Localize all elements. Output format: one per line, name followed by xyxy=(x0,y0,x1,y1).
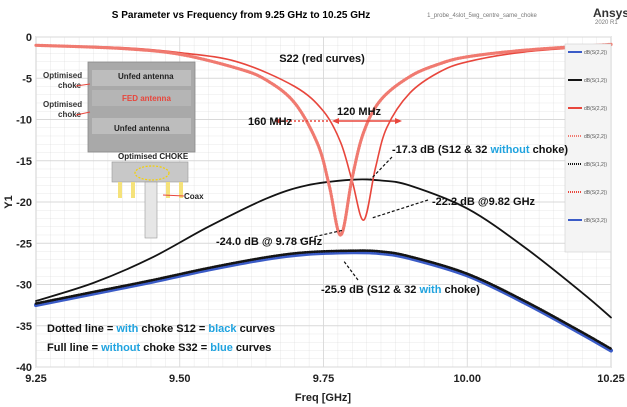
note-1-d: black xyxy=(208,323,237,335)
legend-label: dB(S(2,2)) xyxy=(584,106,607,112)
annotation-25-9-arrow xyxy=(342,259,359,281)
note-1-c: choke S12 = xyxy=(138,323,208,335)
note-2-e: curves xyxy=(233,342,272,354)
inset-side-optimised-2: Optimised xyxy=(43,100,82,109)
inset-arrow-1 xyxy=(75,83,91,87)
inset-coax-arrow xyxy=(162,194,185,197)
x-tick-label: 9.50 xyxy=(169,373,190,385)
y-tick-label: 0 xyxy=(26,32,32,44)
s12-with-choke-curve xyxy=(34,249,613,351)
bw-160-arrowhead xyxy=(274,118,281,124)
annotation-17-3-end: choke) xyxy=(530,144,569,156)
legend-label: dB(S(2,2)) xyxy=(584,134,607,140)
note-1-e: curves xyxy=(237,323,276,335)
x-tick-label: 10.25 xyxy=(597,373,625,385)
y-axis-label: Y1 xyxy=(3,195,15,208)
inset-coax xyxy=(144,181,158,239)
inset-arrow-2 xyxy=(75,111,91,116)
inset-slot-bottom xyxy=(92,118,191,134)
x-tick-label: 9.25 xyxy=(25,373,46,385)
annotation-22-2: -22.2 dB @9.82 GHz xyxy=(432,196,536,208)
inset-leg-1 xyxy=(118,182,122,198)
annotation-17-3-word: without xyxy=(489,144,529,156)
y-tick-label: -35 xyxy=(16,321,32,333)
note-1-b: with xyxy=(115,323,138,335)
note-line-1: Dotted line = with choke S12 = black cur… xyxy=(47,323,275,335)
brand-logo: Ansys xyxy=(593,6,627,20)
note-2-a: Full line = xyxy=(47,342,101,354)
y-tick-label: -5 xyxy=(22,73,32,85)
antenna-inset: Unfed antenna FED antenna Unfed antenna … xyxy=(43,61,204,239)
y-tick-label: -15 xyxy=(16,156,32,168)
legend-label: dB(S(2,2)) xyxy=(584,50,607,56)
chart-title: S Parameter vs Frequency from 9.25 GHz t… xyxy=(112,10,370,21)
note-1-a: Dotted line = xyxy=(47,323,116,335)
legend-label: dB(S(1,2)) xyxy=(584,78,607,84)
inset-choke-highlight xyxy=(134,165,170,181)
annotation-25-9-word: with xyxy=(418,284,441,296)
legend-label: dB(S(2,2)) xyxy=(584,190,607,196)
legend: dB(S(2,2)) dB(S(1,2)) dB(S(2,2)) dB(S(2,2))… xyxy=(564,43,612,253)
annotation-17-3-a: -17.3 dB (S12 & 32 xyxy=(392,144,490,156)
y-tick-labels: 0 -5 -10 -15 -20 -25 -30 -35 -40 xyxy=(16,32,32,374)
y-tick-label: -40 xyxy=(16,362,32,374)
inset-leg-2 xyxy=(131,182,135,198)
inset-choke-base xyxy=(111,161,189,183)
bw-160-label: 160 MHz xyxy=(248,116,293,128)
x-tick-label: 9.75 xyxy=(313,373,334,385)
bw-120-label: 120 MHz xyxy=(337,106,382,118)
s22-label: S22 (red curves) xyxy=(279,53,365,65)
y-tick-label: -10 xyxy=(16,115,32,127)
note-2-b: without xyxy=(100,342,140,354)
curves-layer xyxy=(34,42,613,353)
grid-lines xyxy=(35,36,612,368)
x-axis-label: Freq [GHz] xyxy=(295,392,352,404)
annotation-24-0-arrow xyxy=(299,229,345,241)
legend-label: dB(S(3,2)) xyxy=(584,218,607,224)
y-tick-label: -30 xyxy=(16,280,32,292)
annotation-25-9-a: -25.9 dB (S12 & 32 xyxy=(321,284,419,296)
y-tick-label: -25 xyxy=(16,238,32,250)
x-tick-labels: 9.25 9.50 9.75 10.00 10.25 xyxy=(25,373,624,385)
inset-label-choke: Optimised CHOKE xyxy=(118,152,189,161)
brand-sub: 2020 R1 xyxy=(595,20,618,26)
inset-label-fed: FED antenna xyxy=(122,94,171,103)
inset-slot-top xyxy=(92,70,191,86)
y-tick-label: -20 xyxy=(16,197,32,209)
s32-curve xyxy=(34,250,613,353)
annotation-25-9-end: choke) xyxy=(441,284,480,296)
inset-leg-3 xyxy=(166,182,170,198)
annotation-25-9: -25.9 dB (S12 & 32 with choke) xyxy=(321,284,480,296)
inset-leg-4 xyxy=(179,182,183,198)
inset-label-coax: Coax xyxy=(184,192,204,201)
inset-side-choke-2: choke xyxy=(58,110,82,119)
annotation-17-3-arrow xyxy=(369,156,393,181)
s22-with-choke-curve xyxy=(34,42,613,237)
s22-without-choke-curve xyxy=(35,44,612,221)
inset-side-optimised-1: Optimised xyxy=(43,71,82,80)
annotation-24-0: -24.0 dB @ 9.78 GHz xyxy=(216,236,323,248)
inset-label-unfed-top: Unfed antenna xyxy=(118,72,174,81)
inset-side-choke-1: choke xyxy=(58,81,82,90)
inset-slot-mid xyxy=(92,90,191,106)
x-tick-label: 10.00 xyxy=(453,373,481,385)
bw-120-arrowhead-right xyxy=(395,118,402,124)
legend-label: dB(S(1,2)) xyxy=(584,162,607,168)
legend-items: dB(S(2,2)) dB(S(1,2)) dB(S(2,2)) dB(S(2,2))… xyxy=(568,50,607,224)
note-2-d: blue xyxy=(210,342,233,354)
file-label: 1_probe_4slot_5wg_centre_same_choke xyxy=(427,13,537,19)
legend-box xyxy=(564,43,612,253)
inset-label-unfed-bottom: Unfed antenna xyxy=(114,124,170,133)
annotation-17-3: -17.3 dB (S12 & 32 without choke) xyxy=(392,144,568,156)
bw-120-arrowhead-left xyxy=(332,118,339,124)
note-2-c: choke S32 = xyxy=(140,342,210,354)
note-line-2: Full line = without choke S32 = blue cur… xyxy=(47,342,271,354)
